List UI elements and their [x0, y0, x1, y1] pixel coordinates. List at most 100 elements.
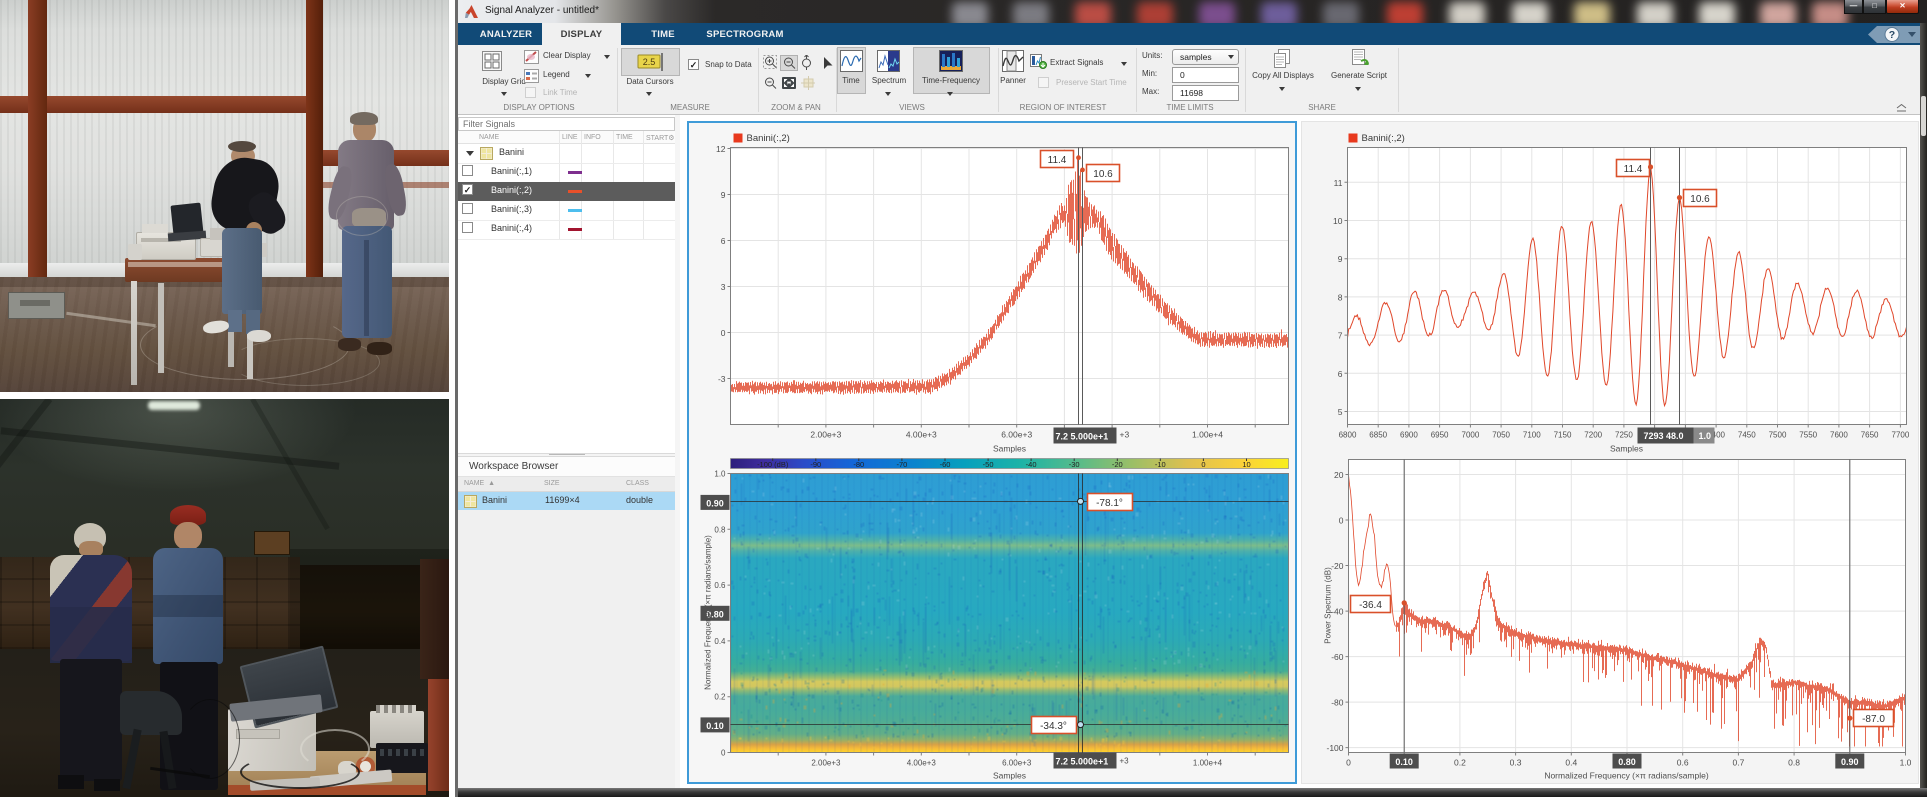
svg-text:-10: -10 [1155, 460, 1166, 469]
svg-text:0: 0 [1346, 758, 1351, 768]
svg-text:7400: 7400 [1707, 431, 1725, 440]
svg-text:2.00e+3: 2.00e+3 [810, 430, 841, 440]
svg-text:Samples: Samples [993, 771, 1026, 781]
svg-text:-78.1°: -78.1° [1096, 498, 1123, 509]
svg-text:+3: +3 [1120, 757, 1130, 766]
svg-text:-100: -100 [1326, 743, 1343, 753]
svg-text:7650: 7650 [1861, 431, 1879, 440]
svg-text:8: 8 [1338, 292, 1343, 302]
svg-text:0.7: 0.7 [1732, 758, 1744, 768]
svg-text:0.80: 0.80 [1618, 757, 1636, 767]
svg-text:0.8: 0.8 [714, 525, 726, 534]
svg-text:6850: 6850 [1369, 431, 1387, 440]
svg-text:0: 0 [721, 328, 726, 338]
svg-text:1.0: 1.0 [714, 470, 726, 479]
svg-text:Power Spectrum (dB): Power Spectrum (dB) [1324, 567, 1333, 644]
svg-text:11.4: 11.4 [1048, 155, 1067, 166]
svg-text:9: 9 [721, 190, 726, 200]
svg-text:9: 9 [1338, 254, 1343, 264]
svg-text:0: 0 [721, 749, 726, 758]
svg-text:0.6: 0.6 [1677, 758, 1689, 768]
svg-text:7000: 7000 [1462, 431, 1480, 440]
svg-text:7500: 7500 [1769, 431, 1787, 440]
svg-text:6900: 6900 [1400, 431, 1418, 440]
svg-text:7200: 7200 [1584, 431, 1602, 440]
svg-text:+3: +3 [1120, 430, 1130, 440]
svg-text:-60: -60 [1331, 652, 1344, 662]
svg-text:-50: -50 [983, 460, 994, 469]
svg-text:6: 6 [721, 236, 726, 246]
svg-text:0.10: 0.10 [706, 721, 724, 731]
svg-text:7050: 7050 [1492, 431, 1510, 440]
svg-text:10.6: 10.6 [1093, 169, 1113, 180]
svg-text:-20: -20 [1112, 460, 1123, 469]
svg-text:2.00e+3: 2.00e+3 [811, 759, 841, 768]
svg-text:-40: -40 [1026, 460, 1037, 469]
svg-text:5: 5 [1338, 407, 1343, 417]
svg-text:7100: 7100 [1523, 431, 1541, 440]
svg-text:10: 10 [1333, 216, 1343, 226]
svg-text:0: 0 [1201, 460, 1205, 469]
svg-text:6.00e+3: 6.00e+3 [1002, 759, 1032, 768]
svg-text:7293 48.0: 7293 48.0 [1644, 431, 1684, 441]
svg-text:11: 11 [1334, 178, 1343, 188]
svg-text:-36.4: -36.4 [1359, 600, 1382, 611]
svg-text:-100 (dB): -100 (dB) [757, 460, 789, 469]
svg-text:0.10: 0.10 [1395, 757, 1413, 767]
svg-text:-20: -20 [1331, 561, 1344, 571]
svg-text:Banini(:,2): Banini(:,2) [1362, 133, 1405, 144]
svg-text:0: 0 [1339, 516, 1344, 526]
svg-text:-70: -70 [896, 460, 907, 469]
svg-text:6800: 6800 [1339, 431, 1357, 440]
svg-text:10.6: 10.6 [1690, 194, 1710, 205]
svg-text:0.3: 0.3 [1510, 758, 1522, 768]
svg-text:7600: 7600 [1830, 431, 1848, 440]
svg-text:-3: -3 [718, 374, 726, 384]
svg-text:4.00e+3: 4.00e+3 [907, 759, 937, 768]
svg-text:-60: -60 [940, 460, 951, 469]
svg-text:20: 20 [1334, 470, 1344, 480]
svg-text:3: 3 [721, 282, 726, 292]
svg-text:-80: -80 [1331, 698, 1344, 708]
svg-text:0.6: 0.6 [714, 581, 726, 590]
svg-text:0.2: 0.2 [714, 693, 726, 702]
svg-text:7700: 7700 [1892, 431, 1910, 440]
svg-text:6.00e+3: 6.00e+3 [1001, 430, 1032, 440]
svg-text:0.4: 0.4 [1565, 758, 1577, 768]
svg-text:-34.3°: -34.3° [1040, 721, 1067, 732]
svg-text:7.2 5.000e+1: 7.2 5.000e+1 [1056, 432, 1109, 442]
svg-text:Normalized Frequency (×π radia: Normalized Frequency (×π radians/sample) [704, 535, 713, 690]
svg-text:7.2 5.000e+1: 7.2 5.000e+1 [1056, 757, 1109, 767]
svg-text:0.80: 0.80 [706, 609, 724, 619]
svg-text:7250: 7250 [1615, 431, 1633, 440]
svg-text:1.00e+4: 1.00e+4 [1192, 430, 1223, 440]
svg-text:Samples: Samples [1610, 444, 1643, 454]
svg-text:?: ? [1889, 29, 1895, 41]
svg-text:-80: -80 [853, 460, 864, 469]
svg-text:0.90: 0.90 [1841, 757, 1859, 767]
svg-text:0.90: 0.90 [706, 498, 724, 508]
svg-text:4.00e+3: 4.00e+3 [906, 430, 937, 440]
svg-text:-40: -40 [1331, 607, 1344, 617]
svg-text:12: 12 [716, 144, 726, 154]
svg-text:Banini(:,2): Banini(:,2) [747, 133, 790, 144]
svg-text:6: 6 [1338, 369, 1343, 379]
svg-text:-87.0: -87.0 [1862, 714, 1885, 725]
svg-text:7450: 7450 [1738, 431, 1756, 440]
svg-text:7: 7 [1338, 331, 1343, 341]
svg-text:0.2: 0.2 [1454, 758, 1466, 768]
svg-text:7550: 7550 [1799, 431, 1817, 440]
svg-text:10: 10 [1242, 460, 1250, 469]
svg-text:1.00e+4: 1.00e+4 [1193, 759, 1223, 768]
svg-text:-90: -90 [810, 460, 821, 469]
svg-text:11.4: 11.4 [1624, 164, 1643, 175]
svg-text:Samples: Samples [993, 444, 1026, 454]
svg-text:0.4: 0.4 [714, 637, 726, 646]
svg-text:7150: 7150 [1554, 431, 1572, 440]
svg-text:6950: 6950 [1431, 431, 1449, 440]
svg-text:Normalized Frequency (×π radia: Normalized Frequency (×π radians/sample) [1544, 771, 1709, 781]
svg-text:0.8: 0.8 [1788, 758, 1800, 768]
svg-text:1.0: 1.0 [1900, 758, 1912, 768]
svg-text:-30: -30 [1069, 460, 1080, 469]
svg-text:2.5: 2.5 [643, 57, 656, 67]
